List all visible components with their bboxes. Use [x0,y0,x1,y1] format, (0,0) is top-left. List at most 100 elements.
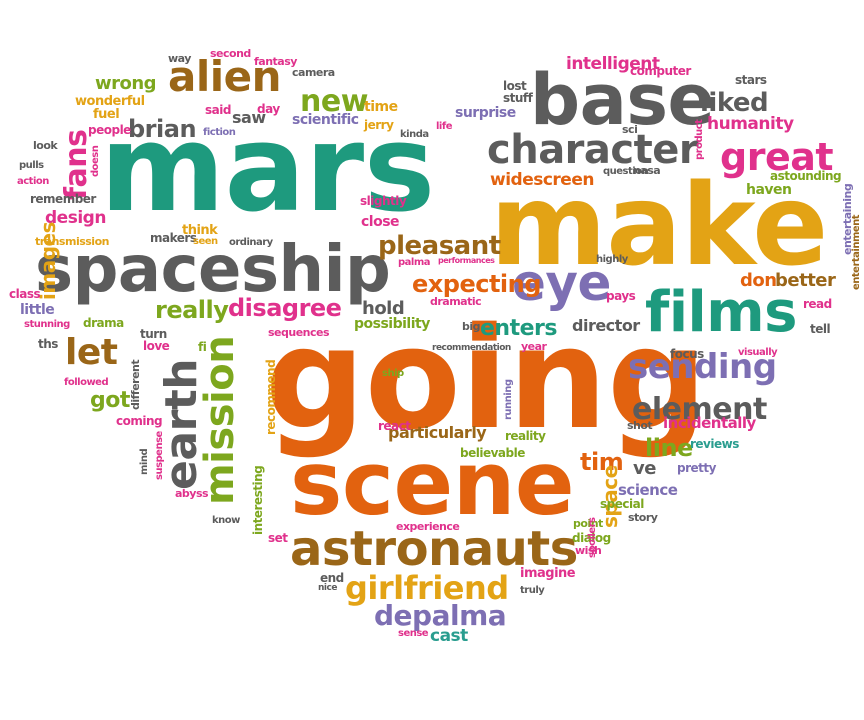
word-fi: fi [198,340,207,354]
word-pulls: pulls [19,160,44,171]
word-sense: sense [398,628,429,639]
word-brian: brian [128,115,197,143]
word-entertainment: entertainment [851,214,862,290]
word-jerry: jerry [364,118,394,132]
word-transmission: transmission [35,235,109,248]
word-camera: camera [292,66,335,79]
word-fiction: fiction [203,127,236,138]
word-read: read [803,297,832,311]
word-product: product [694,119,705,160]
word-turn: turn [140,327,167,341]
word-way: way [168,52,191,65]
word-character: character [487,127,699,173]
word-coming: coming [116,414,163,428]
word-shot: shot [627,419,653,432]
word-sequences: sequences [268,326,330,339]
word-question: question [603,166,649,177]
word-haven: haven [746,182,792,198]
word-fuel: fuel [93,107,120,122]
word-better: better [775,270,836,291]
word-seen: seen [193,236,218,247]
word-nice: nice [318,583,337,593]
word-science: science [618,481,678,499]
word-recommendation: recommendation [432,343,511,353]
word-dialog: dialog [572,531,611,545]
word-images: images [36,222,60,300]
word-expecting: expecting [412,270,541,298]
word-spaceship: spaceship [35,233,391,307]
word-fans: fans [59,129,94,200]
word-imagine: imagine [520,566,576,581]
word-stunning: stunning [24,319,70,330]
word-ve: ve [633,458,656,479]
word-big: big [462,320,481,333]
word-doesn: doesn [90,145,101,177]
word-cast: cast [430,626,468,646]
word-end: end [320,571,344,585]
word-recommend: recommend [264,359,278,435]
word-astronauts: astronauts [290,521,578,577]
word-point: point [573,517,603,530]
word-palma: palma [398,257,431,268]
word-particularly: particularly [388,423,487,442]
word-computer: computer [630,64,691,78]
word-tim: tim [580,448,624,476]
word-great: great [720,135,834,179]
word-let: let [65,332,118,373]
word-special: special [600,497,644,511]
word-think: think [182,223,218,238]
word-pays: pays [606,289,636,303]
word-reality: reality [505,429,546,443]
word-year: year [521,340,547,353]
word-kinda: kinda [400,129,429,140]
word-experience: experience [396,520,460,533]
word-suspense: suspense [154,431,165,480]
word-abyss: abyss [175,487,209,500]
word-depalma: depalma [374,599,507,632]
word-element: element [632,392,767,427]
word-slightly: slightly [360,194,407,208]
word-focus: focus [670,347,704,361]
word-time: time [364,99,398,115]
word-look: look [33,139,58,152]
word-hold: hold [362,298,405,319]
word-truly: truly [520,585,545,596]
word-director: director [572,316,640,335]
word-spoilers: spoilers [587,517,598,558]
word-highly: highly [596,254,628,265]
word-pretty: pretty [677,461,716,475]
word-second: second [210,47,251,60]
word-tell: tell [810,322,831,336]
word-drama: drama [83,316,124,330]
word-pleasant: pleasant [378,231,501,261]
word-girlfriend: girlfriend [345,569,509,607]
word-know: know [212,515,240,526]
word-close: close [361,214,400,230]
word-got: got [90,388,130,413]
word-makers: makers [150,231,197,245]
word-enters: enters [480,316,557,341]
word-liked: liked [700,88,769,118]
word-life: life [436,121,453,132]
word-incidentally: incidentally [663,414,756,432]
word-love: love [143,339,170,353]
word-remember: remember [30,192,96,206]
word-disagree: disagree [228,294,342,322]
word-stars: stars [735,73,767,87]
word-mind: mind [139,448,150,475]
word-mars: mars [100,100,435,239]
word-saw: saw [232,108,266,127]
word-sci: sci [622,123,638,136]
word-class: class [9,287,41,301]
word-eye: eye [512,254,611,312]
word-followed: followed [64,377,109,388]
word-wish: wish [575,544,602,557]
word-scene: scene [290,432,575,535]
word-really: really [155,296,229,324]
word-different: different [129,359,142,410]
word-reviews: reviews [690,437,739,451]
word-nasa: nasa [633,164,661,177]
word-scientific: scientific [292,112,359,128]
word-sending: sending [628,347,777,387]
word-possibility: possibility [354,316,430,332]
